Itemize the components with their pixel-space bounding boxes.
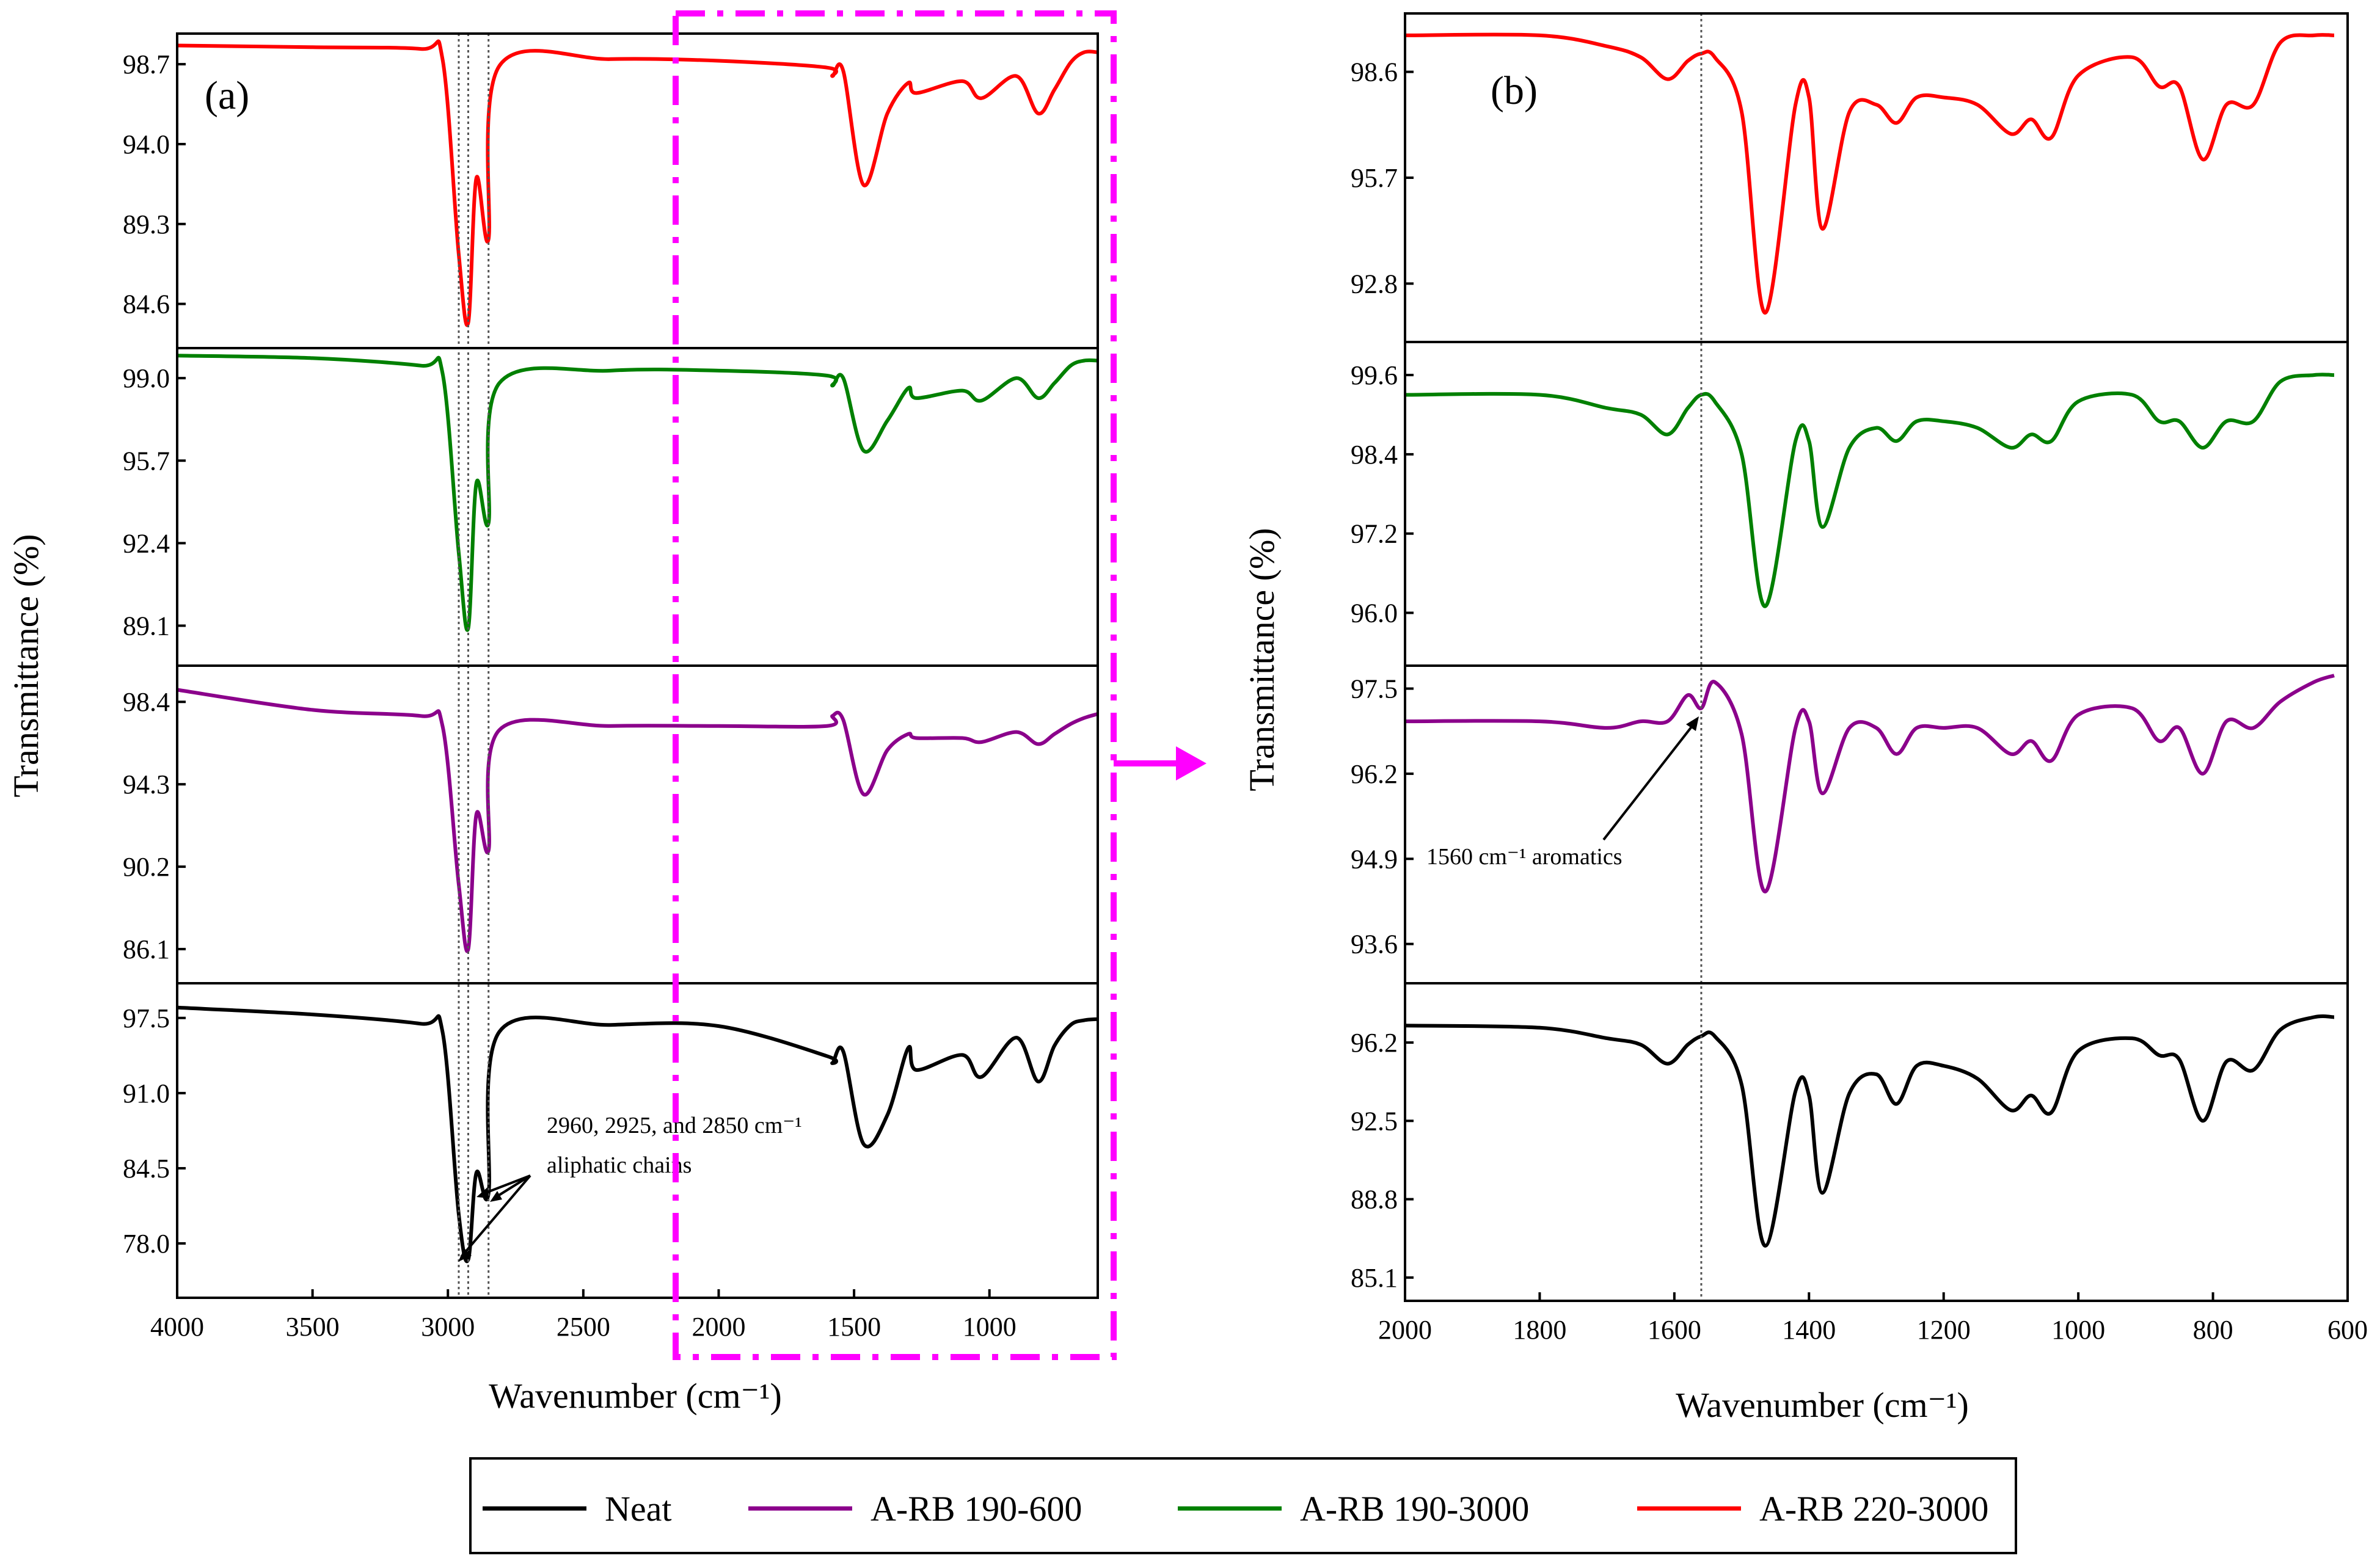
legend-label-neat: Neat	[605, 1489, 672, 1529]
panel-a-series-line-neat	[177, 1005, 1098, 1264]
zoom-highlight	[673, 10, 1206, 1360]
panel-a-y-tick-label: 98.7	[123, 49, 170, 79]
panel-a-y-tick-label: 84.6	[123, 289, 170, 319]
panel-b-series-line-a-rb-190-600	[1404, 674, 2335, 893]
panel-b-series-line-a-rb-190-3000	[1404, 373, 2335, 608]
panel-b-y-tick-label: 88.8	[1351, 1185, 1398, 1215]
legend-item-arb-190-600: A-RB 190-600	[748, 1489, 1082, 1529]
panel-a-y-tick-label: 78.0	[123, 1229, 170, 1259]
legend-label-arb-190-3000: A-RB 190-3000	[1300, 1489, 1529, 1529]
panel-b-subplot-frame-a-rb-220-3000	[1404, 12, 2349, 343]
panel-a-x-tick-label: 1500	[827, 1312, 881, 1342]
panel-b-y-tick-label: 97.2	[1351, 519, 1398, 549]
panel-b-y-tick-label: 85.1	[1351, 1263, 1398, 1293]
panel-b-x-tick-label: 1200	[1917, 1315, 1971, 1345]
panel-a-series-line-a-rb-220-3000	[177, 39, 1098, 327]
panel-b-x-tick-label: 1600	[1648, 1315, 1701, 1345]
panel-b-x-ticks: 2000 1800 1600 1400 1200 1000 800 600	[1378, 1292, 2368, 1345]
panel-b: 98.6 95.7 92.8 99.6 98.4 97.2 96.0 97.5 96.2 94.9…	[1242, 12, 2368, 1425]
panel-b-x-tick-label: 1000	[2051, 1315, 2105, 1345]
panel-b-x-axis-label: Wavenumber (cm⁻¹)	[1676, 1385, 1969, 1425]
zoom-arrow-head	[1176, 746, 1206, 780]
aromatics-annotation-arrow	[1602, 716, 1699, 841]
panel-a-y-tick-label: 98.4	[123, 687, 170, 717]
panel-b-y-tick-label: 96.2	[1351, 1028, 1398, 1058]
panel-a-y-tick-label: 99.0	[123, 363, 170, 393]
panel-b-x-tick-label: 600	[2327, 1315, 2368, 1345]
panel-b-x-tick-label: 2000	[1378, 1315, 1432, 1345]
panel-a-x-tick-label: 2000	[692, 1312, 745, 1342]
panel-a-label: (a)	[205, 73, 249, 118]
panel-a-x-tick-label: 4000	[150, 1312, 204, 1342]
panel-b-subplot-frame-a-rb-190-3000	[1404, 341, 2349, 667]
panel-a-y-tick-label: 97.5	[123, 1003, 170, 1033]
panel-a-series-line-a-rb-190-3000	[177, 354, 1098, 632]
legend-label-arb-190-600: A-RB 190-600	[871, 1489, 1082, 1529]
legend-label-arb-220-3000: A-RB 220-3000	[1759, 1489, 1988, 1529]
legend: Neat A-RB 190-600 A-RB 190-3000 A-RB 220…	[469, 1457, 2017, 1554]
panel-b-y-tick-label: 96.0	[1351, 598, 1398, 628]
panel-a-y-ticks: 98.7 94.0 89.3 84.6 99.0 95.7 92.4 89.1 98.4 94.3…	[123, 49, 186, 1259]
panel-a-y-tick-label: 94.0	[123, 129, 170, 159]
legend-box	[469, 1457, 2017, 1554]
panel-b-y-tick-label: 92.5	[1351, 1106, 1398, 1136]
panel-a-x-tick-label: 1000	[963, 1312, 1017, 1342]
panel-a-y-tick-label: 95.7	[123, 446, 170, 476]
panel-b-y-tick-label: 99.6	[1351, 360, 1398, 390]
panel-b-series-line-a-rb-220-3000	[1404, 32, 2335, 315]
panel-a-y-tick-label: 94.3	[123, 770, 170, 799]
panel-a-y-tick-label: 89.3	[123, 209, 170, 239]
panel-b-label: (b)	[1491, 68, 1538, 113]
panel-a-subplot-frame-neat	[176, 982, 1099, 1299]
panel-b-y-ticks: 98.6 95.7 92.8 99.6 98.4 97.2 96.0 97.5 96.2 94.9…	[1351, 57, 1414, 1293]
panel-a-series-line-a-rb-190-600	[177, 688, 1098, 953]
panel-a-x-axis-label: Wavenumber (cm⁻¹)	[489, 1376, 782, 1416]
panel-b-x-tick-label: 800	[2193, 1315, 2233, 1345]
panel-a-y-tick-label: 84.5	[123, 1154, 170, 1184]
panel-a-y-tick-label: 92.4	[123, 528, 170, 558]
panel-a-x-tick-label: 3000	[421, 1312, 475, 1342]
panel-b-y-axis-label: Transmittance (%)	[1242, 528, 1282, 791]
panel-a-y-tick-label: 86.1	[123, 934, 170, 964]
panel-b-y-tick-label: 93.6	[1351, 930, 1398, 959]
panel-b-frames	[1404, 12, 2349, 1302]
panel-a-x-tick-label: 3500	[286, 1312, 340, 1342]
panel-a-y-tick-label: 91.0	[123, 1079, 170, 1108]
panel-b-x-tick-label: 1800	[1513, 1315, 1566, 1345]
panel-b-y-tick-label: 96.2	[1351, 759, 1398, 789]
panel-b-y-tick-label: 98.4	[1351, 440, 1398, 470]
panel-a-y-tick-label: 89.1	[123, 611, 170, 641]
aliphatic-annotation-line2: aliphatic chains	[547, 1152, 692, 1178]
panel-a-curves	[177, 39, 1098, 1264]
panel-b-y-tick-label: 98.6	[1351, 57, 1398, 87]
panel-a-y-tick-label: 90.2	[123, 852, 170, 882]
aromatics-annotation: 1560 cm⁻¹ aromatics	[1426, 844, 1623, 870]
panel-b-y-tick-label: 92.8	[1351, 269, 1398, 299]
panel-a: 98.7 94.0 89.3 84.6 99.0 95.7 92.4 89.1 98.4 94.3…	[6, 32, 1099, 1416]
legend-item-neat: Neat	[483, 1489, 672, 1529]
panel-a-y-axis-label: Transmittance (%)	[6, 534, 46, 797]
panel-b-y-tick-label: 95.7	[1351, 163, 1398, 193]
panel-b-x-tick-label: 1400	[1782, 1315, 1836, 1345]
aliphatic-annotation-arrows	[458, 1174, 531, 1262]
panel-a-x-tick-label: 2500	[557, 1312, 610, 1342]
panel-a-subplot-frame-a-rb-190-3000	[176, 347, 1099, 667]
panel-a-x-ticks: 4000 3500 3000 2500 2000 1500 1000	[150, 1289, 1017, 1342]
zoom-highlight-box	[673, 10, 1117, 1360]
panel-b-subplot-frame-a-rb-190-600	[1404, 664, 2349, 984]
panel-a-frames	[176, 32, 1099, 1299]
panel-b-y-tick-label: 97.5	[1351, 674, 1398, 704]
panel-b-y-tick-label: 94.9	[1351, 844, 1398, 874]
panel-b-subplot-frame-neat	[1404, 982, 2349, 1302]
legend-item-arb-220-3000: A-RB 220-3000	[1637, 1489, 1988, 1529]
panel-a-subplot-frame-a-rb-190-600	[176, 664, 1099, 984]
panel-b-curves	[1404, 32, 2335, 1248]
panel-b-series-line-neat	[1404, 1014, 2335, 1248]
legend-item-arb-190-3000: A-RB 190-3000	[1178, 1489, 1529, 1529]
